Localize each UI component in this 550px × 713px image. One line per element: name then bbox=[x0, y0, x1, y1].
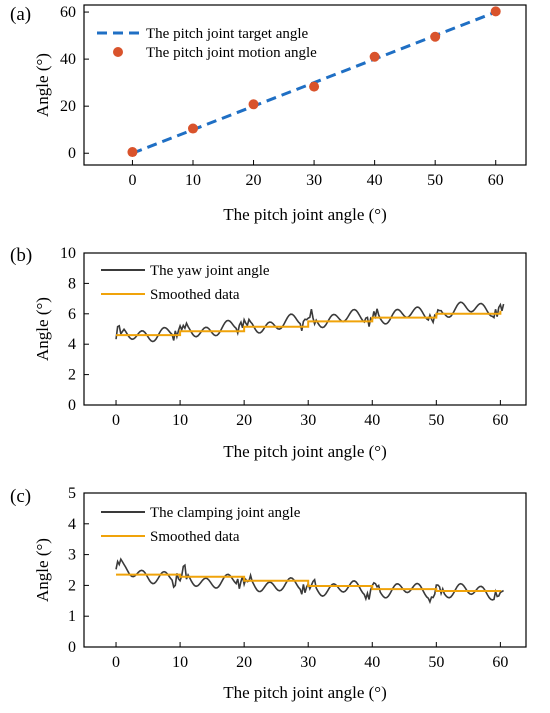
x-tick-label: 50 bbox=[428, 654, 444, 671]
series-line-smoothed bbox=[116, 310, 502, 337]
x-tick-label: 20 bbox=[236, 654, 252, 671]
x-tick-label: 10 bbox=[185, 172, 201, 189]
panel-a-axes: 0 10 20 30 40 50 60 0 20 40 60 bbox=[60, 4, 504, 189]
y-tick-label: 40 bbox=[60, 51, 76, 68]
x-tick-label: 20 bbox=[236, 412, 252, 429]
x-tick-label: 30 bbox=[306, 172, 322, 189]
panel-b: (b) 0 10 20 30 40 50 60 0 2 4 6 8 10 The yaw joint a… bbox=[10, 245, 527, 461]
x-tick-label: 60 bbox=[492, 412, 508, 429]
series-line-smoothed bbox=[116, 573, 502, 592]
panel-b-plot-area bbox=[115, 301, 505, 343]
data-point bbox=[369, 51, 380, 62]
y-tick-label: 6 bbox=[68, 306, 76, 323]
panel-c-legend: The clamping joint angle Smoothed data bbox=[101, 505, 301, 545]
data-point bbox=[248, 99, 259, 110]
panel-a-frame bbox=[83, 4, 527, 166]
panel-a-ylabel: Angle (°) bbox=[33, 53, 52, 117]
panel-a-legend: The pitch joint target angle The pitch j… bbox=[97, 26, 317, 61]
x-tick-label: 0 bbox=[128, 172, 136, 189]
legend-swatch-motion bbox=[113, 47, 123, 57]
data-point bbox=[127, 147, 138, 158]
y-tick-label: 3 bbox=[68, 547, 76, 564]
series-line-measured bbox=[115, 301, 505, 343]
x-tick-label: 30 bbox=[300, 654, 316, 671]
panel-a-label: (a) bbox=[10, 4, 31, 25]
x-tick-label: 60 bbox=[488, 172, 504, 189]
y-tick-label: 1 bbox=[68, 608, 76, 625]
series-line-measured bbox=[115, 557, 504, 605]
panel-b-legend: The yaw joint angle Smoothed data bbox=[101, 263, 270, 303]
legend-label-target: The pitch joint target angle bbox=[146, 26, 309, 42]
panel-c-axes: 0 10 20 30 40 50 60 0 1 2 3 4 5 bbox=[68, 485, 508, 671]
x-tick-label: 0 bbox=[112, 654, 120, 671]
panel-c-frame bbox=[83, 492, 527, 648]
data-point bbox=[490, 6, 501, 17]
x-tick-label: 40 bbox=[364, 412, 380, 429]
x-tick-label: 20 bbox=[246, 172, 262, 189]
panel-c: (c) 0 10 20 30 40 50 60 0 1 2 3 4 5 The clamping joi… bbox=[10, 485, 527, 702]
y-tick-label: 0 bbox=[68, 145, 76, 162]
panel-b-frame bbox=[83, 252, 527, 406]
y-tick-label: 10 bbox=[60, 245, 76, 262]
x-tick-label: 10 bbox=[172, 654, 188, 671]
y-tick-label: 2 bbox=[68, 577, 76, 594]
legend-label-clamping: The clamping joint angle bbox=[150, 505, 301, 521]
panel-a: (a) 0 10 20 30 40 50 60 0 20 40 60 The pitch joint… bbox=[10, 4, 527, 224]
panel-b-label: (b) bbox=[10, 245, 32, 266]
legend-label-yaw: The yaw joint angle bbox=[150, 263, 270, 279]
panel-a-xlabel: The pitch joint angle (°) bbox=[223, 205, 387, 224]
x-tick-label: 50 bbox=[428, 412, 444, 429]
data-point bbox=[309, 81, 320, 92]
panel-a-plot-area bbox=[127, 6, 501, 158]
panel-c-plot-area bbox=[115, 557, 504, 605]
y-tick-label: 4 bbox=[68, 336, 76, 353]
y-tick-label: 0 bbox=[68, 639, 76, 656]
y-tick-label: 2 bbox=[68, 367, 76, 384]
y-tick-label: 8 bbox=[68, 275, 76, 292]
y-tick-label: 20 bbox=[60, 98, 76, 115]
y-tick-label: 60 bbox=[60, 4, 76, 21]
y-tick-label: 5 bbox=[68, 485, 76, 502]
legend-label-motion: The pitch joint motion angle bbox=[146, 45, 317, 61]
x-tick-label: 30 bbox=[300, 412, 316, 429]
x-tick-label: 40 bbox=[364, 654, 380, 671]
panel-b-ylabel: Angle (°) bbox=[33, 297, 52, 361]
legend-label-smoothed-b: Smoothed data bbox=[150, 287, 240, 303]
panel-b-xlabel: The pitch joint angle (°) bbox=[223, 442, 387, 461]
legend-label-smoothed-c: Smoothed data bbox=[150, 529, 240, 545]
x-tick-label: 0 bbox=[112, 412, 120, 429]
y-tick-label: 4 bbox=[68, 516, 76, 533]
data-point bbox=[430, 31, 441, 42]
x-tick-label: 60 bbox=[492, 654, 508, 671]
y-tick-label: 0 bbox=[68, 397, 76, 414]
x-tick-label: 10 bbox=[172, 412, 188, 429]
panel-c-xlabel: The pitch joint angle (°) bbox=[223, 683, 387, 702]
x-tick-label: 40 bbox=[367, 172, 383, 189]
panel-b-axes: 0 10 20 30 40 50 60 0 2 4 6 8 10 bbox=[60, 245, 508, 429]
x-tick-label: 50 bbox=[427, 172, 443, 189]
panel-c-label: (c) bbox=[10, 486, 31, 507]
data-point bbox=[187, 123, 198, 134]
panel-c-ylabel: Angle (°) bbox=[33, 538, 52, 602]
